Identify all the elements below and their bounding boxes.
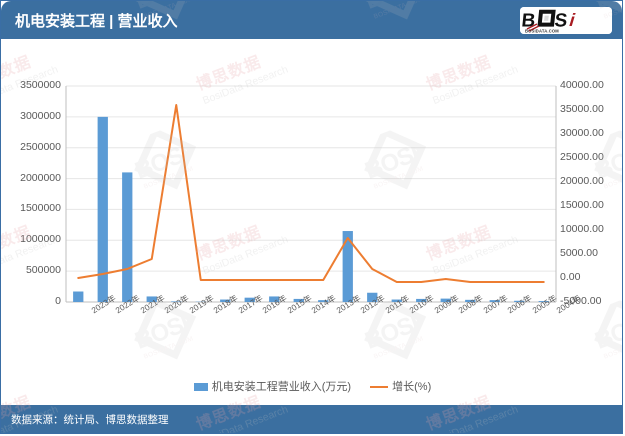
svg-text:BOSIDATA.COM: BOSIDATA.COM — [525, 28, 559, 33]
